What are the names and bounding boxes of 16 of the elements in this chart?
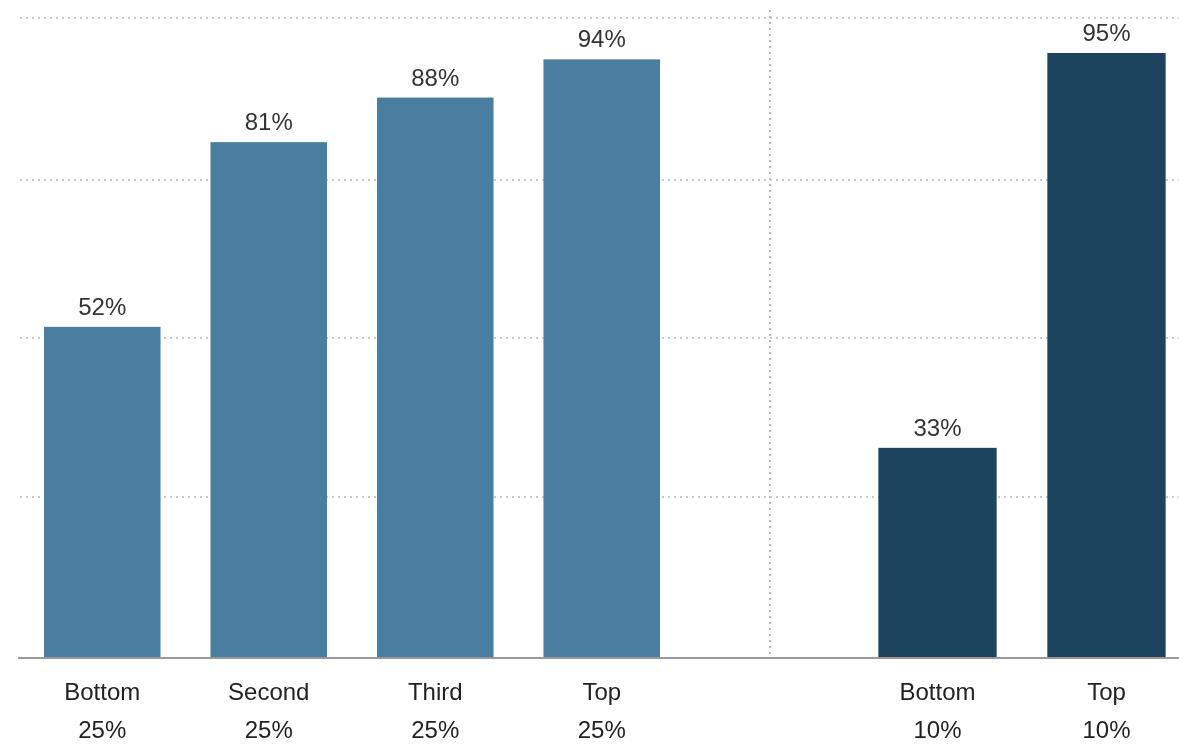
x-tick-label: Bottom 25% <box>64 678 141 743</box>
x-tick-label: Top 25% <box>577 678 626 743</box>
data-label: 95% <box>1082 19 1131 46</box>
data-label: 33% <box>913 413 962 441</box>
x-tick-label: Second 25% <box>228 678 310 743</box>
x-tick-label: Top 10% <box>1082 678 1131 743</box>
data-label: 81% <box>244 108 293 136</box>
data-label: 52% <box>78 292 127 320</box>
data-label: 94% <box>577 25 626 53</box>
x-tick-label: Bottom 10% <box>899 678 976 743</box>
x-tick-label: Third 25% <box>407 678 463 743</box>
data-label: 88% <box>411 63 460 91</box>
bar <box>543 59 661 658</box>
bar <box>43 326 161 658</box>
bar <box>210 142 328 658</box>
bar <box>376 97 494 658</box>
